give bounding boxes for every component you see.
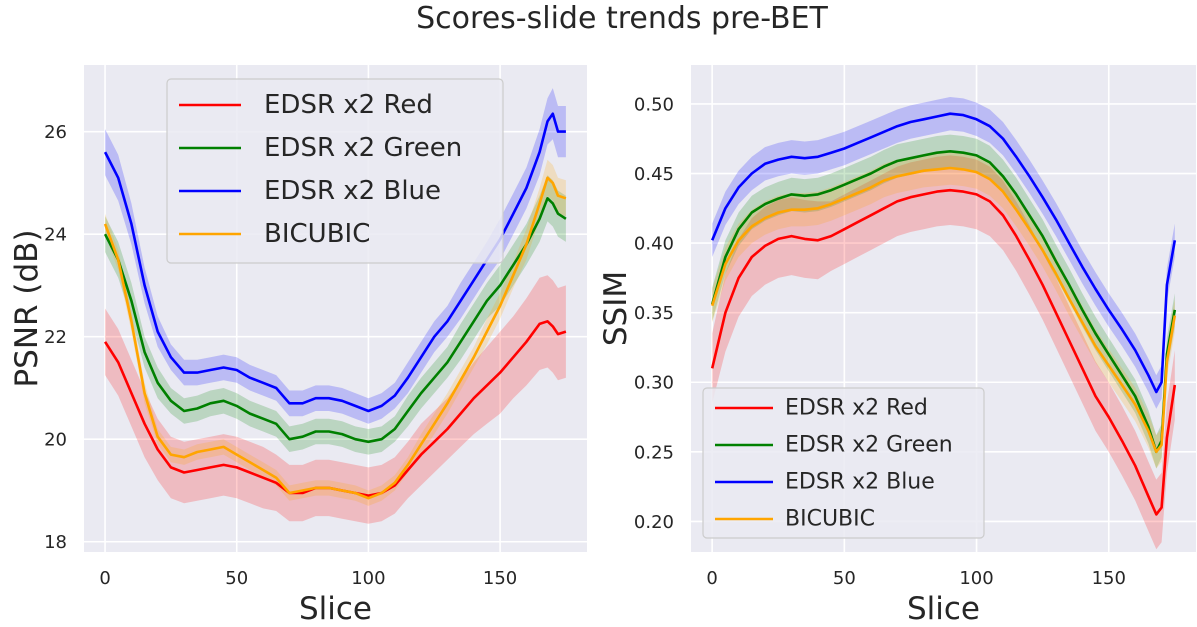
band-edsr-x2-green: [105, 175, 566, 455]
line-edsr-x2-green: [103, 197, 567, 444]
line-edsr-x2-blue: [103, 112, 566, 413]
x-tick-label: 50: [833, 568, 856, 589]
y-tick-label: 0.20: [634, 512, 674, 533]
legend-label: EDSR x2 Blue: [264, 176, 441, 206]
x-tick-label: 50: [225, 568, 248, 589]
y-tick-label: 0.35: [634, 303, 674, 324]
y-axis-label: SSIM: [598, 271, 634, 346]
legend-label: EDSR x2 Green: [264, 133, 462, 163]
legend-label: BICUBIC: [785, 507, 875, 532]
y-tick-label: 0.45: [634, 164, 674, 185]
legend: EDSR x2 Red EDSR x2 Green EDSR x2 Blue BICU…: [166, 78, 504, 264]
figure-title: Scores-slide trends pre-BET: [416, 1, 828, 36]
ssim-chart: 0 50 100 150 0.20 0.25 0.30 0.35 0.40 0.45 0.50 Sli…: [598, 65, 1196, 627]
line-bicubic: [103, 176, 567, 500]
x-tick-label: 150: [483, 568, 517, 589]
legend-label: EDSR x2 Green: [785, 433, 953, 458]
y-tick-label: 26: [44, 122, 67, 143]
band-edsr-x2-green: [712, 134, 1175, 469]
y-tick-label: 20: [44, 430, 67, 451]
legend: EDSR x2 Red EDSR x2 Green EDSR x2 Blue BICU…: [702, 387, 985, 539]
y-tick-label: 0.25: [634, 442, 674, 463]
band-edsr-x2-red: [712, 155, 1175, 550]
line-bicubic: [710, 166, 1177, 454]
y-tick-label: 0.50: [634, 94, 674, 115]
y-tick-label: 24: [44, 225, 67, 246]
legend-label: EDSR x2 Red: [785, 396, 928, 421]
legend-label: EDSR x2 Red: [264, 90, 433, 120]
x-axis-label: Slice: [299, 591, 372, 627]
legend-label: BICUBIC: [264, 219, 370, 249]
band-edsr-x2-red: [105, 275, 566, 524]
line-edsr-x2-blue: [710, 112, 1177, 394]
band-edsr-x2-blue: [712, 97, 1175, 409]
x-tick-label: 100: [351, 568, 385, 589]
x-tick-label: 150: [1092, 568, 1126, 589]
y-tick-label: 22: [44, 327, 67, 348]
x-tick-label: 0: [706, 568, 717, 589]
x-tick-label: 100: [959, 568, 993, 589]
x-tick-label: 0: [99, 568, 110, 589]
legend-box: [166, 78, 504, 264]
legend-box: [702, 387, 985, 539]
line-edsr-x2-green: [710, 150, 1177, 454]
legend-label: EDSR x2 Blue: [785, 470, 935, 495]
psnr-chart: 0 50 100 150 18 20 22 24 26 Slice PSNR (dB) EDSR x2…: [9, 65, 587, 627]
line-edsr-x2-red: [710, 188, 1177, 516]
y-axis-label: PSNR (dB): [9, 229, 45, 387]
y-tick-label: 18: [44, 532, 67, 553]
y-tick-label: 0.40: [634, 234, 674, 255]
y-tick-label: 0.30: [634, 373, 674, 394]
x-axis-label: Slice: [907, 591, 980, 627]
